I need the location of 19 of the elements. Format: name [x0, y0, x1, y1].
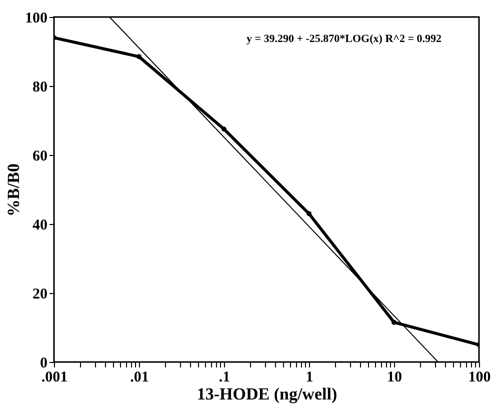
y-tick-label: 80 [32, 80, 48, 96]
point [136, 54, 142, 60]
x-tick-label: .01 [130, 370, 149, 386]
x-tick-label: 10 [387, 370, 402, 386]
x-tick-label: 1 [306, 370, 314, 386]
point [392, 320, 396, 325]
y-tick-label: 0 [40, 356, 48, 372]
y-tick-label: 20 [32, 286, 48, 302]
y-tick-label: 100 [25, 10, 48, 26]
x-tick-label: .001 [41, 370, 68, 386]
x-tick-label: 100 [468, 370, 491, 386]
y-tick-label: 40 [32, 218, 48, 234]
x-axis-title: 13-HODE (ng/well) [196, 384, 338, 404]
point [222, 126, 226, 132]
x-tick-label: .1 [218, 370, 230, 386]
annotation: y = 39.290 + -25.870*LOG(x) R^2 = 0.992 [246, 33, 442, 45]
point [306, 211, 312, 216]
y-tick-label: 60 [32, 148, 48, 164]
y-axis-title: %B/B0 [4, 164, 23, 216]
